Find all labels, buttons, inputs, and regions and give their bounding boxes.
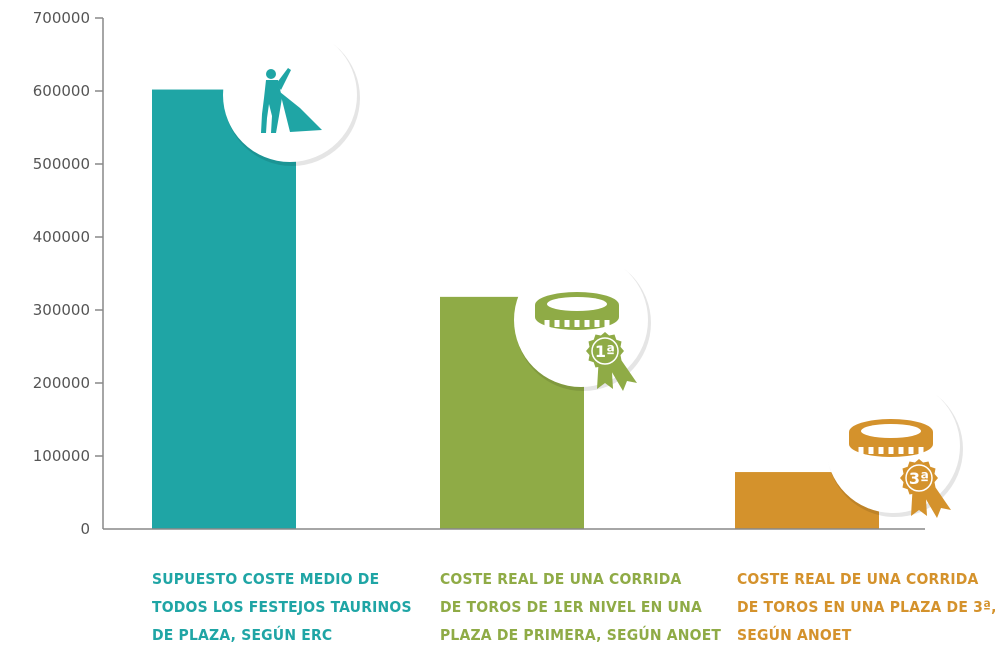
category-label-1-line-3: de plaza, según ERC: [152, 626, 333, 644]
y-tick-label: 200000: [33, 374, 90, 392]
icons: 1ª 3ª: [223, 28, 963, 518]
bullring-icon: 1ª: [535, 292, 637, 391]
category-label-3-line-3: según ANOET: [737, 626, 852, 644]
category-label-1: Supuesto coste medio de todos los festej…: [152, 565, 422, 649]
award-badge-label: 3ª: [909, 469, 929, 488]
bullring-third-category-icon: 3ª: [826, 379, 963, 518]
category-label-3-line-1: Coste real de una corrida: [737, 570, 979, 588]
icon-circle: [223, 28, 357, 162]
y-tick-label: 700000: [33, 9, 90, 27]
award-ribbon-icon: 1ª: [586, 332, 637, 391]
category-label-1-line-1: Supuesto coste medio de: [152, 570, 380, 588]
category-label-3-line-2: de toros en una plaza de 3ª,: [737, 598, 997, 616]
bar-1: [152, 89, 296, 529]
award-badge-label: 1ª: [595, 342, 615, 361]
y-tick-label: 100000: [33, 447, 90, 465]
y-tick-label: 500000: [33, 155, 90, 173]
category-label-2-line-3: plaza de primera, según ANOET: [440, 626, 722, 644]
y-tick-label: 300000: [33, 301, 90, 319]
award-ribbon-icon: 3ª: [900, 459, 951, 518]
bullfighter-silhouette: [261, 68, 322, 133]
bullfighter-icon: [223, 28, 360, 166]
bullring-first-category-icon: 1ª: [514, 253, 651, 391]
bars: [152, 89, 879, 529]
y-axis: 0 100000 200000 300000 400000 500000 600000 700…: [33, 9, 104, 538]
category-label-2-line-2: de toros de 1er nivel en una: [440, 598, 702, 616]
y-tick-label: 400000: [33, 228, 90, 246]
y-tick-label: 0: [80, 520, 90, 538]
category-label-2: Coste real de una corrida de toros de 1e…: [440, 565, 722, 649]
category-label-3: Coste real de una corrida de toros en un…: [737, 565, 1000, 649]
bullring-icon: 3ª: [849, 419, 951, 518]
category-label-1-line-2: todos los festejos taurinos: [152, 598, 412, 616]
category-label-2-line-1: Coste real de una corrida: [440, 570, 682, 588]
y-tick-label: 600000: [33, 82, 90, 100]
